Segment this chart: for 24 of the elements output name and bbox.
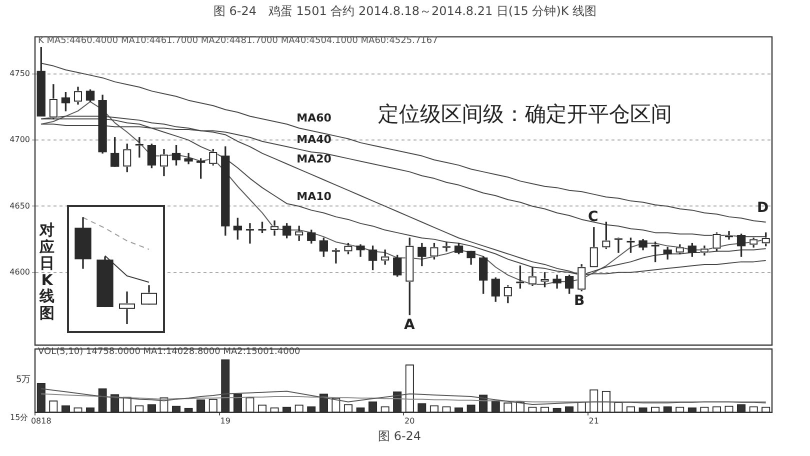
annotation: B xyxy=(574,293,585,310)
x-tick-label: 21 xyxy=(588,416,599,426)
series-label: MA40 xyxy=(296,133,332,146)
y-tick-label: 4600 xyxy=(10,267,30,276)
caption: 图 6-24 xyxy=(378,429,422,444)
x-tick-label: 0818 xyxy=(30,416,52,426)
y-tick-label: 4700 xyxy=(10,135,30,144)
chart-title: 图 6-24 鸡蛋 1501 合约 2014.8.18～2014.8.21 日(15 分钟)K 线图 xyxy=(212,3,598,20)
annotation: K MA5:4460.4000 MA10:4461.7000 MA20:4481.7000 MA40:4504.1000 MA60:4525.7167 xyxy=(38,36,438,47)
text: VOL(5,10) 14758.0000 MA1:14028.8000 MA2:15001.4000 xyxy=(38,347,300,358)
annotation: 对应日K线图 xyxy=(38,221,56,322)
series-label: MA10 xyxy=(296,190,332,204)
text: 15分 xyxy=(10,413,28,423)
series-label: MA20 xyxy=(296,152,332,166)
annotation: 定位级区间级：确定开平仓区间 xyxy=(378,102,672,126)
x-tick-label: 20 xyxy=(404,416,415,426)
series-label: MA60 xyxy=(296,112,332,125)
annotation: D xyxy=(757,200,769,216)
y-tick-label: 4750 xyxy=(10,68,30,78)
annotation: C xyxy=(588,209,598,226)
y-tick-label: 4650 xyxy=(10,201,30,210)
x-tick-label: 19 xyxy=(220,416,230,426)
annotation: A xyxy=(404,317,415,334)
text: 5万 xyxy=(16,375,31,386)
